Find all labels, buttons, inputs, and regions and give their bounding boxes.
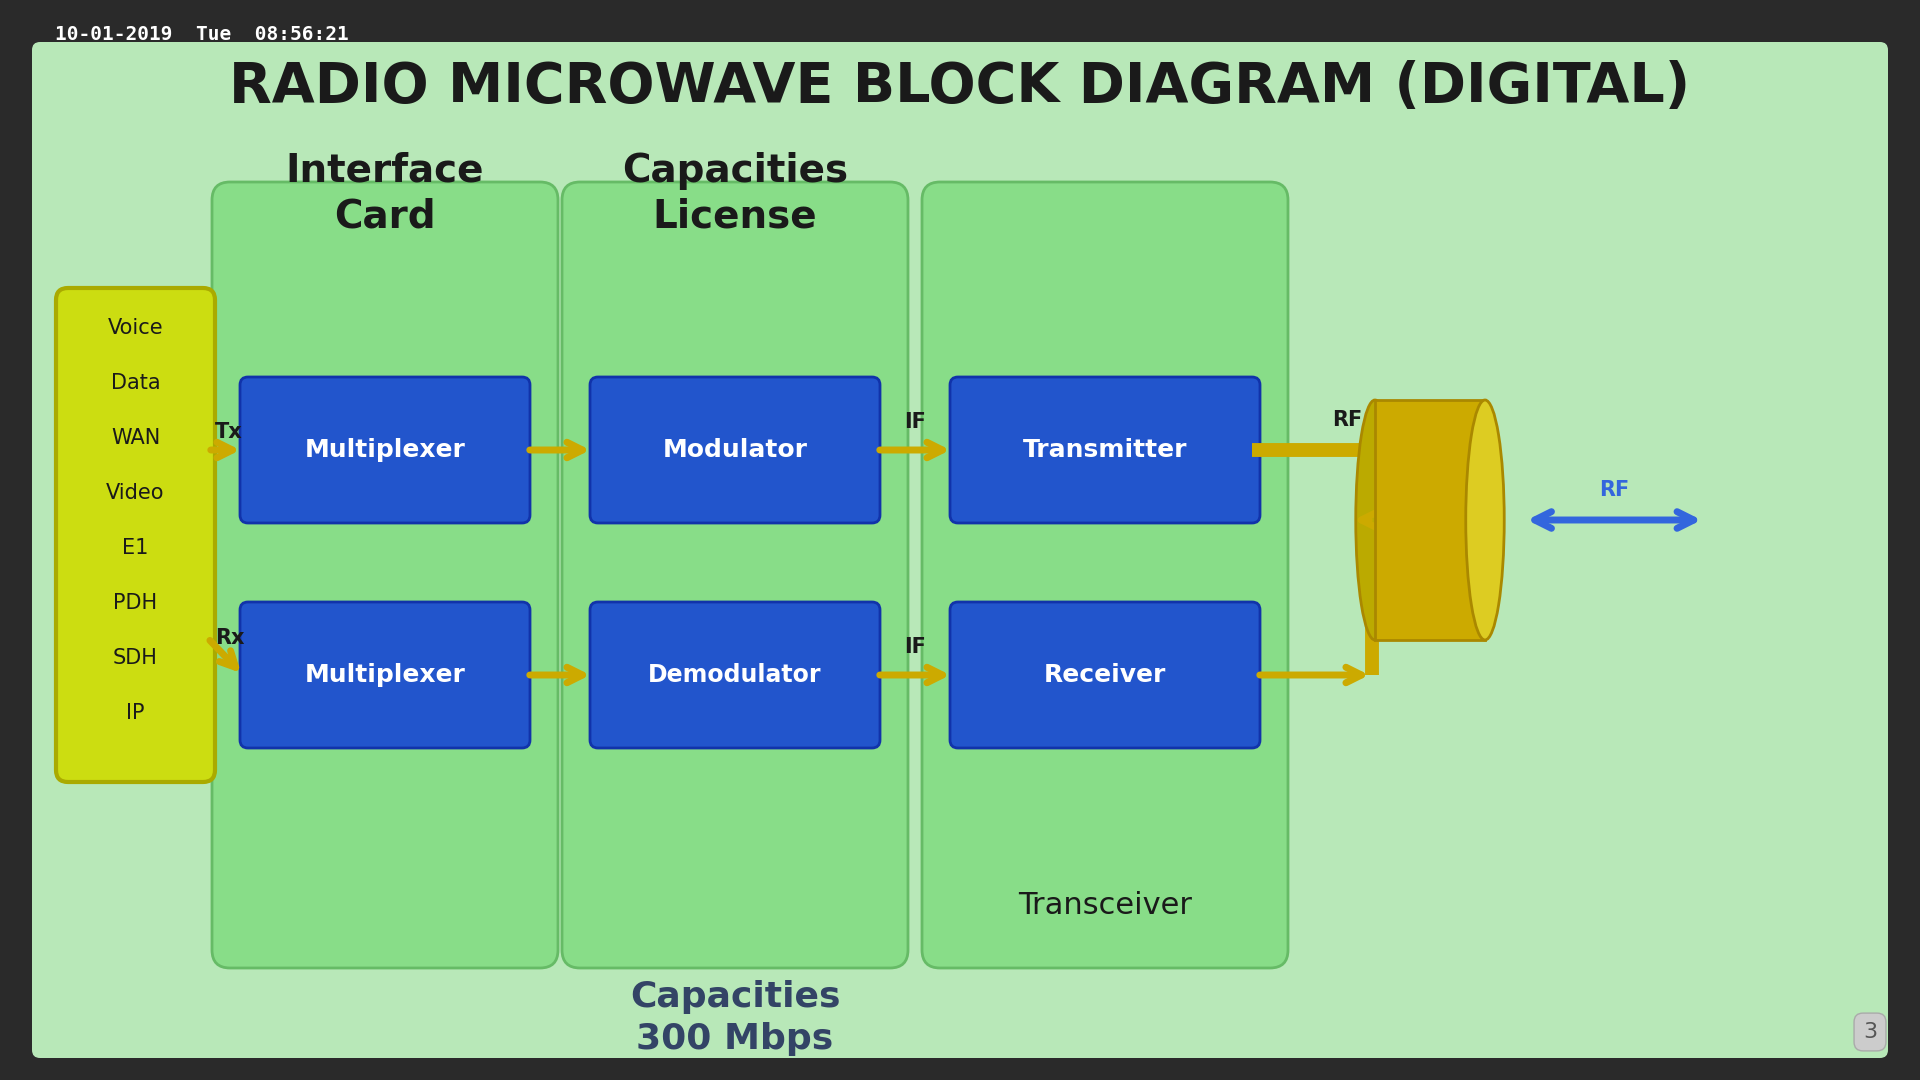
FancyBboxPatch shape: [211, 183, 559, 968]
Text: SDH: SDH: [113, 648, 157, 669]
FancyBboxPatch shape: [240, 602, 530, 748]
Text: Demodulator: Demodulator: [649, 663, 822, 687]
Text: E1: E1: [123, 538, 148, 558]
Ellipse shape: [1356, 400, 1394, 640]
FancyBboxPatch shape: [33, 42, 1887, 1058]
FancyBboxPatch shape: [589, 377, 879, 523]
Text: Video: Video: [106, 483, 165, 503]
Ellipse shape: [1465, 400, 1503, 640]
Text: Card: Card: [334, 197, 436, 235]
Text: Multiplexer: Multiplexer: [305, 438, 465, 462]
Text: 10-01-2019  Tue  08:56:21: 10-01-2019 Tue 08:56:21: [56, 25, 349, 44]
Text: License: License: [653, 197, 818, 235]
Text: RF: RF: [1332, 410, 1361, 430]
Text: WAN: WAN: [111, 428, 159, 448]
Text: Transceiver: Transceiver: [1018, 891, 1192, 920]
FancyBboxPatch shape: [589, 602, 879, 748]
FancyBboxPatch shape: [563, 183, 908, 968]
FancyBboxPatch shape: [56, 288, 215, 782]
Text: Voice: Voice: [108, 318, 163, 338]
Polygon shape: [1375, 400, 1484, 640]
Text: 3: 3: [1862, 1022, 1878, 1042]
Text: Capacities: Capacities: [622, 152, 849, 190]
Text: IP: IP: [127, 703, 144, 723]
FancyBboxPatch shape: [922, 183, 1288, 968]
Text: IF: IF: [904, 411, 925, 432]
Text: Receiver: Receiver: [1044, 663, 1165, 687]
Text: Rx: Rx: [215, 629, 244, 648]
Text: Data: Data: [111, 373, 159, 393]
Text: Multiplexer: Multiplexer: [305, 663, 465, 687]
Text: Tx: Tx: [215, 421, 242, 442]
Text: Interface: Interface: [286, 152, 484, 190]
Text: Modulator: Modulator: [662, 438, 808, 462]
Text: Transmitter: Transmitter: [1023, 438, 1187, 462]
Text: Capacities
300 Mbps: Capacities 300 Mbps: [630, 980, 841, 1056]
FancyBboxPatch shape: [950, 377, 1260, 523]
Text: PDH: PDH: [113, 593, 157, 613]
FancyBboxPatch shape: [240, 377, 530, 523]
Text: IF: IF: [904, 637, 925, 657]
Text: RADIO MICROWAVE BLOCK DIAGRAM (DIGITAL): RADIO MICROWAVE BLOCK DIAGRAM (DIGITAL): [228, 60, 1692, 114]
FancyBboxPatch shape: [950, 602, 1260, 748]
Text: RF: RF: [1599, 480, 1630, 500]
